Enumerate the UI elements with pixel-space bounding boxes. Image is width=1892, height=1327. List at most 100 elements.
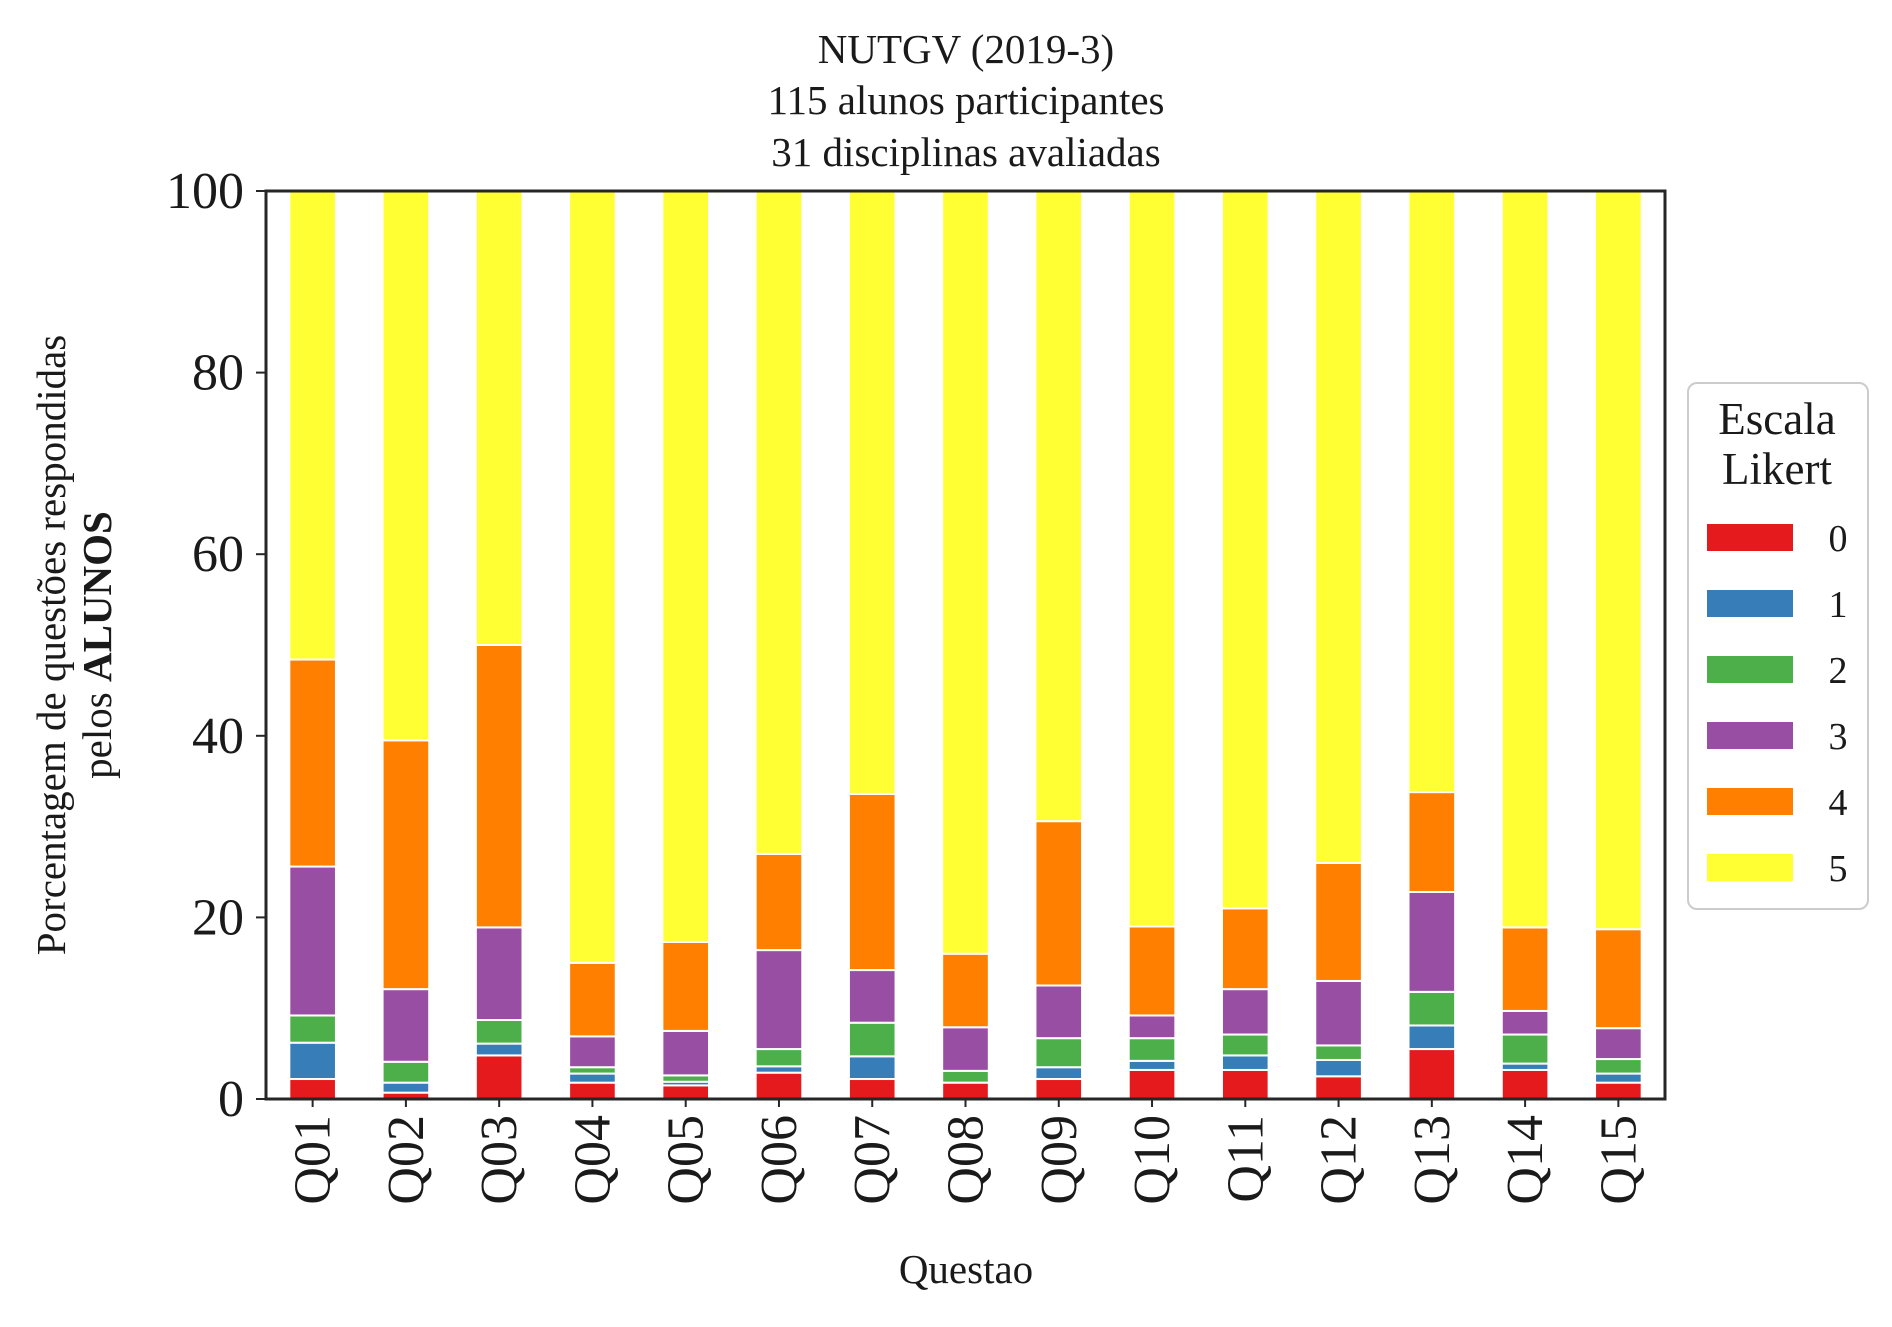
bar-q01-likert-3 <box>288 865 337 1017</box>
bar-q02-likert-2 <box>381 1060 431 1084</box>
legend-swatch-2 <box>1707 656 1793 683</box>
bar-q13-likert-2 <box>1407 990 1457 1027</box>
bar-q12-likert-4 <box>1314 861 1363 982</box>
bar-q06-likert-4 <box>754 852 804 952</box>
bar-q05-likert-4 <box>661 940 711 1032</box>
bar-q02-likert-4 <box>381 739 431 991</box>
y-tick-label-40: 40 <box>192 708 244 765</box>
bar-q04-likert-1 <box>568 1072 617 1084</box>
y-axis-label-line-1: Porcentagem de questões respondidas <box>28 335 74 956</box>
legend-label-2: 2 <box>1829 650 1848 692</box>
bar-q14-likert-3 <box>1500 1009 1550 1036</box>
bar-q12-likert-2 <box>1314 1044 1363 1061</box>
bar-q15-likert-3 <box>1594 1027 1643 1061</box>
chart-title-line-2: 115 alunos participantes <box>768 77 1165 123</box>
bar-q10-likert-2 <box>1127 1037 1177 1062</box>
bar-q08-likert-0 <box>941 1081 990 1101</box>
bar-q12-likert-3 <box>1314 979 1363 1047</box>
bar-q12-likert-1 <box>1314 1058 1363 1078</box>
bar-q15-likert-0 <box>1594 1081 1643 1101</box>
bar-q13-likert-5 <box>1407 190 1457 794</box>
bar-q13-likert-1 <box>1407 1024 1457 1051</box>
legend-title-line-2: Likert <box>1722 444 1832 494</box>
bar-q07-likert-5 <box>847 190 897 795</box>
bar-q15-likert-2 <box>1594 1058 1643 1075</box>
bar-q03-likert-5 <box>474 190 524 646</box>
bars-layer <box>288 190 1643 1101</box>
x-tick-label-q13: Q13 <box>1404 1115 1461 1205</box>
bar-q14-likert-5 <box>1500 190 1550 929</box>
bar-q15-likert-4 <box>1594 928 1643 1030</box>
y-tick-label-100: 100 <box>166 163 244 220</box>
x-tick-label-q14: Q14 <box>1497 1115 1554 1205</box>
bar-q10-likert-5 <box>1127 190 1177 928</box>
legend-label-3: 3 <box>1829 716 1848 758</box>
bar-q01-likert-4 <box>288 658 337 868</box>
y-axis-label: Porcentagem de questões respondidas pelo… <box>28 335 120 956</box>
bar-q07-likert-2 <box>847 1021 897 1058</box>
bar-q10-likert-3 <box>1127 1014 1177 1040</box>
bar-q05-likert-5 <box>661 190 711 943</box>
bar-q08-likert-5 <box>941 190 990 955</box>
y-tick-label-80: 80 <box>192 345 244 402</box>
bar-q07-likert-3 <box>847 969 897 1024</box>
bar-q05-likert-0 <box>661 1084 711 1101</box>
x-tick-label-q09: Q09 <box>1031 1115 1088 1205</box>
chart-title-line-1: NUTGV (2019-3) <box>818 26 1114 72</box>
bar-q03-likert-2 <box>474 1019 524 1045</box>
bar-q15-likert-1 <box>1594 1072 1643 1084</box>
y-axis: 0 20 40 60 80 100 <box>166 163 266 1128</box>
y-axis-label-bold: ALUNOS <box>74 511 120 682</box>
legend-swatch-1 <box>1707 590 1793 617</box>
chart-title: NUTGV (2019-3) 115 alunos participantes … <box>768 26 1165 175</box>
x-tick-label-q07: Q07 <box>844 1115 901 1205</box>
x-tick-label-q15: Q15 <box>1590 1115 1647 1205</box>
legend-label-0: 0 <box>1829 518 1848 560</box>
x-tick-label-q05: Q05 <box>658 1115 715 1205</box>
x-axis-label: Questao <box>899 1246 1033 1292</box>
bar-q10-likert-4 <box>1127 925 1177 1017</box>
y-axis-label-prefix: pelos <box>74 682 120 779</box>
bar-q04-likert-4 <box>568 961 617 1038</box>
legend: Escala Likert 0 1 2 3 4 5 <box>1687 382 1869 910</box>
bar-q14-likert-4 <box>1500 926 1550 1012</box>
bar-q11-likert-2 <box>1220 1033 1270 1057</box>
legend-swatch-3 <box>1707 722 1793 749</box>
bar-q11-likert-3 <box>1220 988 1270 1036</box>
bar-q10-likert-0 <box>1127 1068 1177 1100</box>
y-axis-label-line-2: pelos ALUNOS <box>74 511 120 779</box>
bar-q14-likert-0 <box>1500 1068 1550 1100</box>
x-tick-label-q08: Q08 <box>938 1115 995 1205</box>
bar-q02-likert-3 <box>381 988 431 1063</box>
legend-title-line-1: Escala <box>1718 394 1835 444</box>
bar-q06-likert-3 <box>754 949 804 1051</box>
y-tick-label-60: 60 <box>192 526 244 583</box>
bar-q11-likert-1 <box>1220 1054 1270 1071</box>
bar-q03-likert-0 <box>474 1054 524 1101</box>
bar-q04-likert-0 <box>568 1081 617 1101</box>
y-tick-label-0: 0 <box>218 1071 244 1128</box>
bar-q14-likert-2 <box>1500 1033 1550 1065</box>
bar-q08-likert-2 <box>941 1069 990 1084</box>
bar-q13-likert-3 <box>1407 890 1457 993</box>
bar-q15-likert-5 <box>1594 190 1643 931</box>
bar-q04-likert-3 <box>568 1035 617 1069</box>
bar-q05-likert-3 <box>661 1029 711 1077</box>
bar-q01-likert-0 <box>288 1078 337 1101</box>
legend-swatch-5 <box>1707 854 1793 881</box>
bar-q09-likert-1 <box>1034 1066 1084 1081</box>
bar-q11-likert-4 <box>1220 907 1270 991</box>
bar-q02-likert-1 <box>381 1081 431 1094</box>
x-tick-label-q10: Q10 <box>1124 1115 1181 1205</box>
legend-box <box>1687 382 1869 910</box>
bar-q12-likert-5 <box>1314 190 1363 864</box>
bar-q03-likert-3 <box>474 926 524 1022</box>
bar-q09-likert-3 <box>1034 984 1084 1040</box>
bar-q01-likert-2 <box>288 1014 337 1044</box>
bar-q09-likert-5 <box>1034 190 1084 823</box>
legend-swatch-4 <box>1707 788 1793 815</box>
bar-q07-likert-0 <box>847 1078 897 1101</box>
x-tick-label-q04: Q04 <box>564 1115 621 1205</box>
x-axis: Q01 Q02 Q03 Q04 Q05 Q06 Q07 Q08 Q09 Q10 Q11 Q12 Q13 Q… <box>285 1099 1647 1205</box>
